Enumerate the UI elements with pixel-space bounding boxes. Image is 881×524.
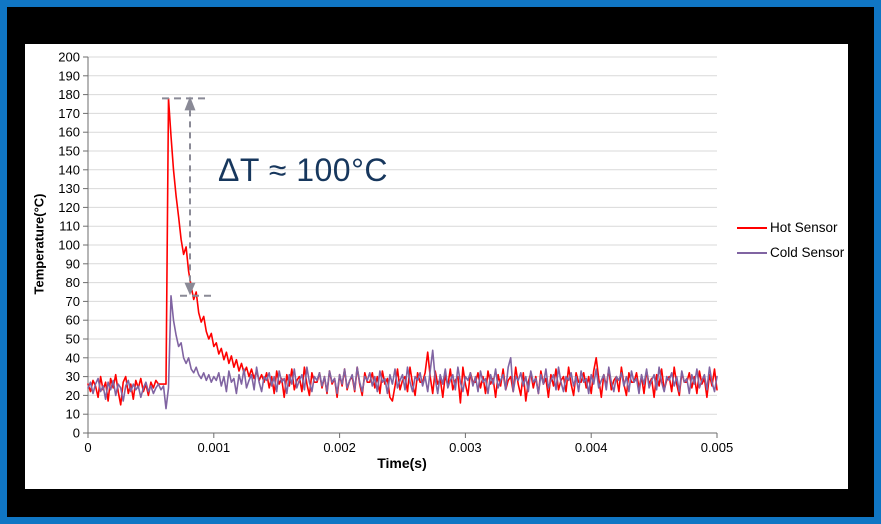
svg-text:90: 90 (66, 256, 80, 271)
svg-text:140: 140 (58, 162, 80, 177)
svg-text:0.004: 0.004 (575, 440, 608, 455)
x-tick-labels: 0 0.001 0.002 0.003 0.004 0.005 (84, 440, 733, 455)
legend-label-cold-sensor: Cold Sensor (770, 245, 845, 260)
svg-text:10: 10 (66, 407, 80, 422)
legend-item-hot-sensor: Hot Sensor (737, 220, 838, 235)
svg-text:40: 40 (66, 350, 80, 365)
svg-text:100: 100 (58, 238, 80, 253)
temperature-chart: 0 10 20 30 40 50 60 70 80 90 100 110 120 130 140 150 160… (58, 50, 733, 456)
svg-text:70: 70 (66, 294, 80, 309)
svg-text:110: 110 (59, 219, 80, 234)
svg-text:0.002: 0.002 (323, 440, 356, 455)
y-tick-labels: 0 10 20 30 40 50 60 70 80 90 100 110 120 130 140 150 160… (58, 50, 80, 441)
axes (83, 56, 718, 438)
svg-text:0.001: 0.001 (198, 440, 231, 455)
svg-text:60: 60 (66, 313, 80, 328)
svg-text:160: 160 (58, 125, 80, 140)
svg-text:180: 180 (58, 87, 80, 102)
chart-panel: 0 10 20 30 40 50 60 70 80 90 100 110 120 130 140 150 160… (25, 44, 848, 489)
svg-text:200: 200 (58, 50, 80, 65)
legend-label-hot-sensor: Hot Sensor (770, 220, 838, 235)
svg-text:0: 0 (84, 440, 91, 455)
legend-item-cold-sensor: Cold Sensor (737, 245, 844, 260)
svg-text:0.003: 0.003 (449, 440, 482, 455)
y-axis-title: Temperature(°C) (31, 193, 47, 295)
svg-text:20: 20 (66, 388, 80, 403)
svg-text:80: 80 (66, 275, 80, 290)
svg-text:50: 50 (66, 332, 80, 347)
hot-sensor-series-line (87, 97, 718, 406)
svg-text:170: 170 (58, 106, 80, 121)
delta-t-arrow (162, 96, 213, 297)
svg-text:0.005: 0.005 (701, 440, 734, 455)
black-mat: 0 10 20 30 40 50 60 70 80 90 100 110 120 130 140 150 160… (7, 7, 874, 517)
gridlines (88, 56, 717, 415)
x-axis-title: Time(s) (377, 455, 427, 471)
cold-sensor-line-swatch (737, 251, 767, 254)
svg-text:130: 130 (58, 181, 80, 196)
hot-sensor-line-swatch (737, 226, 767, 229)
svg-text:120: 120 (58, 200, 80, 215)
cold-sensor-series-line (87, 295, 718, 410)
svg-text:190: 190 (58, 68, 80, 83)
svg-text:150: 150 (58, 144, 80, 159)
svg-text:0: 0 (73, 426, 80, 441)
delta-t-annotation: ΔT ≈ 100°C (218, 152, 388, 188)
svg-text:30: 30 (66, 369, 80, 384)
